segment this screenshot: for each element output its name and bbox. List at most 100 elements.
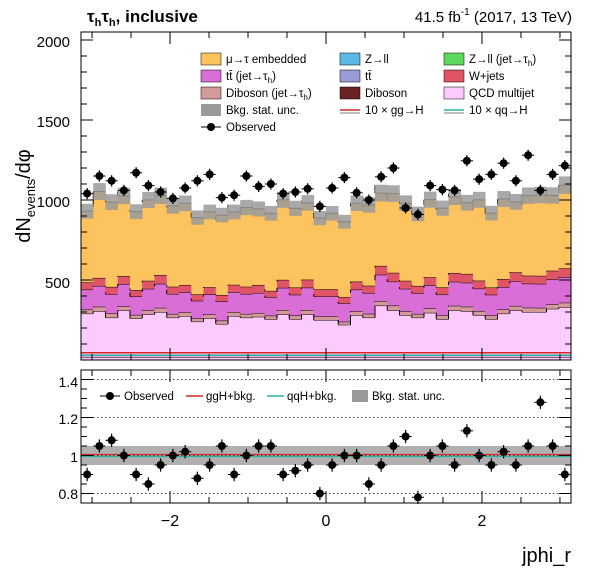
observed-point xyxy=(83,189,92,198)
ratio-unc-band xyxy=(326,446,339,465)
legend-swatch-ttj xyxy=(200,69,222,83)
observed-point xyxy=(462,156,471,165)
ratio-legend-label-obs: Observed xyxy=(124,391,174,403)
ratio-point xyxy=(242,451,251,460)
ratio-point xyxy=(352,451,361,460)
ratio-legend-swatch-unc xyxy=(352,390,368,402)
bkg-unc-band xyxy=(252,201,266,217)
minor-bkg-bar xyxy=(387,305,400,311)
bkg-unc-band xyxy=(301,195,315,211)
minor-bkg-bar xyxy=(289,315,302,320)
embedded-bar xyxy=(522,195,535,276)
bkg-unc-band xyxy=(546,187,560,204)
ratio-point xyxy=(413,493,422,502)
legend-label-ttj: tt̄ (jet→τh) xyxy=(226,71,276,85)
wjets-bar xyxy=(424,277,437,286)
ttbar-jet-bar xyxy=(179,292,192,313)
observed-point xyxy=(426,181,435,190)
minor-bkg-bar xyxy=(326,316,339,320)
ratio-legend: Observed ggH+bkg. qqH+bkg. Bkg. stat. un… xyxy=(100,390,445,403)
wjets-bar xyxy=(411,285,425,294)
minor-bkg-bar xyxy=(534,307,547,312)
y-tick-label-main: 1000 xyxy=(37,194,70,211)
channel-title: τhτh, inclusive xyxy=(87,7,198,29)
observed-point xyxy=(524,151,533,160)
qcd-bar xyxy=(130,318,143,360)
qcd-bar xyxy=(411,317,425,360)
ttbar-jet-bar xyxy=(228,292,241,312)
ratio-point xyxy=(328,461,337,469)
ratio-unc-band xyxy=(252,446,266,465)
bkg-unc-band xyxy=(240,199,253,216)
ratio-point xyxy=(230,470,239,479)
ratio-legend-label-unc: Bkg. stat. unc. xyxy=(372,391,445,403)
bkg-unc-band xyxy=(264,205,278,221)
bkg-unc-band xyxy=(436,200,449,216)
ratio-unc-band xyxy=(485,446,498,465)
observed-point xyxy=(168,194,177,203)
ratio-point xyxy=(181,447,190,456)
embedded-bar xyxy=(558,185,572,269)
observed-point xyxy=(132,168,141,177)
observed-point xyxy=(217,193,226,202)
wjets-bar xyxy=(277,279,290,288)
x-tick-label: −2 xyxy=(161,513,179,530)
bkg-unc-band xyxy=(387,185,400,202)
x-tick-label: 0 xyxy=(322,513,331,530)
observed-point xyxy=(315,202,324,211)
ttbar-jet-bar xyxy=(154,283,168,308)
observed-point xyxy=(230,191,239,200)
ratio-point xyxy=(511,461,520,469)
legend-swatch-zll xyxy=(339,52,361,66)
bkg-unc-band xyxy=(375,184,388,202)
wjets-bar xyxy=(179,284,192,293)
legend-label-qcd: QCD multijet xyxy=(469,88,535,100)
main-panel xyxy=(81,32,572,360)
embedded-bar xyxy=(228,212,241,285)
legend-swatch-qcd xyxy=(443,86,465,100)
qcd-bar xyxy=(105,317,119,360)
ratio-point xyxy=(548,442,557,450)
observed-point xyxy=(279,189,288,198)
qcd-bar xyxy=(362,317,376,360)
observed-point xyxy=(328,184,337,192)
minor-bkg-bar xyxy=(154,307,168,312)
legend-label-obs: Observed xyxy=(226,122,276,134)
qcd-bar xyxy=(338,324,351,360)
wjets-bar xyxy=(338,296,351,304)
embedded-bar xyxy=(338,221,351,297)
ratio-unc-band xyxy=(448,446,462,465)
embedded-bar xyxy=(130,211,143,291)
ratio-unc-band xyxy=(313,446,327,465)
minor-bkg-bar xyxy=(264,315,278,320)
y-tick-label-ratio: 1.4 xyxy=(59,374,79,390)
minor-bkg-bar xyxy=(509,305,523,311)
minor-bkg-bar xyxy=(130,314,143,319)
bkg-unc-band xyxy=(203,204,217,220)
qcd-bar xyxy=(166,317,180,360)
ttbar-jet-bar xyxy=(424,285,437,309)
qcd-bar xyxy=(191,321,204,360)
wjets-bar xyxy=(350,281,364,290)
ratio-point xyxy=(401,432,410,441)
ttbar-jet-bar xyxy=(289,294,302,316)
qcd-bar xyxy=(313,320,327,360)
bkg-unc-band xyxy=(350,195,364,212)
observed-point xyxy=(352,188,361,197)
ratio-point xyxy=(475,451,484,460)
embedded-bar xyxy=(142,200,155,281)
ratio-point xyxy=(132,470,141,479)
embedded-bar xyxy=(411,213,425,286)
ratio-point xyxy=(144,480,153,488)
ratio-point xyxy=(487,461,496,469)
embedded-bar xyxy=(191,217,204,295)
ratio-unc-band xyxy=(105,446,119,465)
observed-point xyxy=(119,186,128,195)
ratio-point xyxy=(450,461,459,469)
qcd-bar xyxy=(350,315,364,360)
ttbar-jet-bar xyxy=(387,281,400,306)
observed-point xyxy=(193,176,202,185)
observed-point xyxy=(548,170,557,179)
bkg-unc-band xyxy=(191,210,204,225)
ratio-point xyxy=(279,470,288,479)
